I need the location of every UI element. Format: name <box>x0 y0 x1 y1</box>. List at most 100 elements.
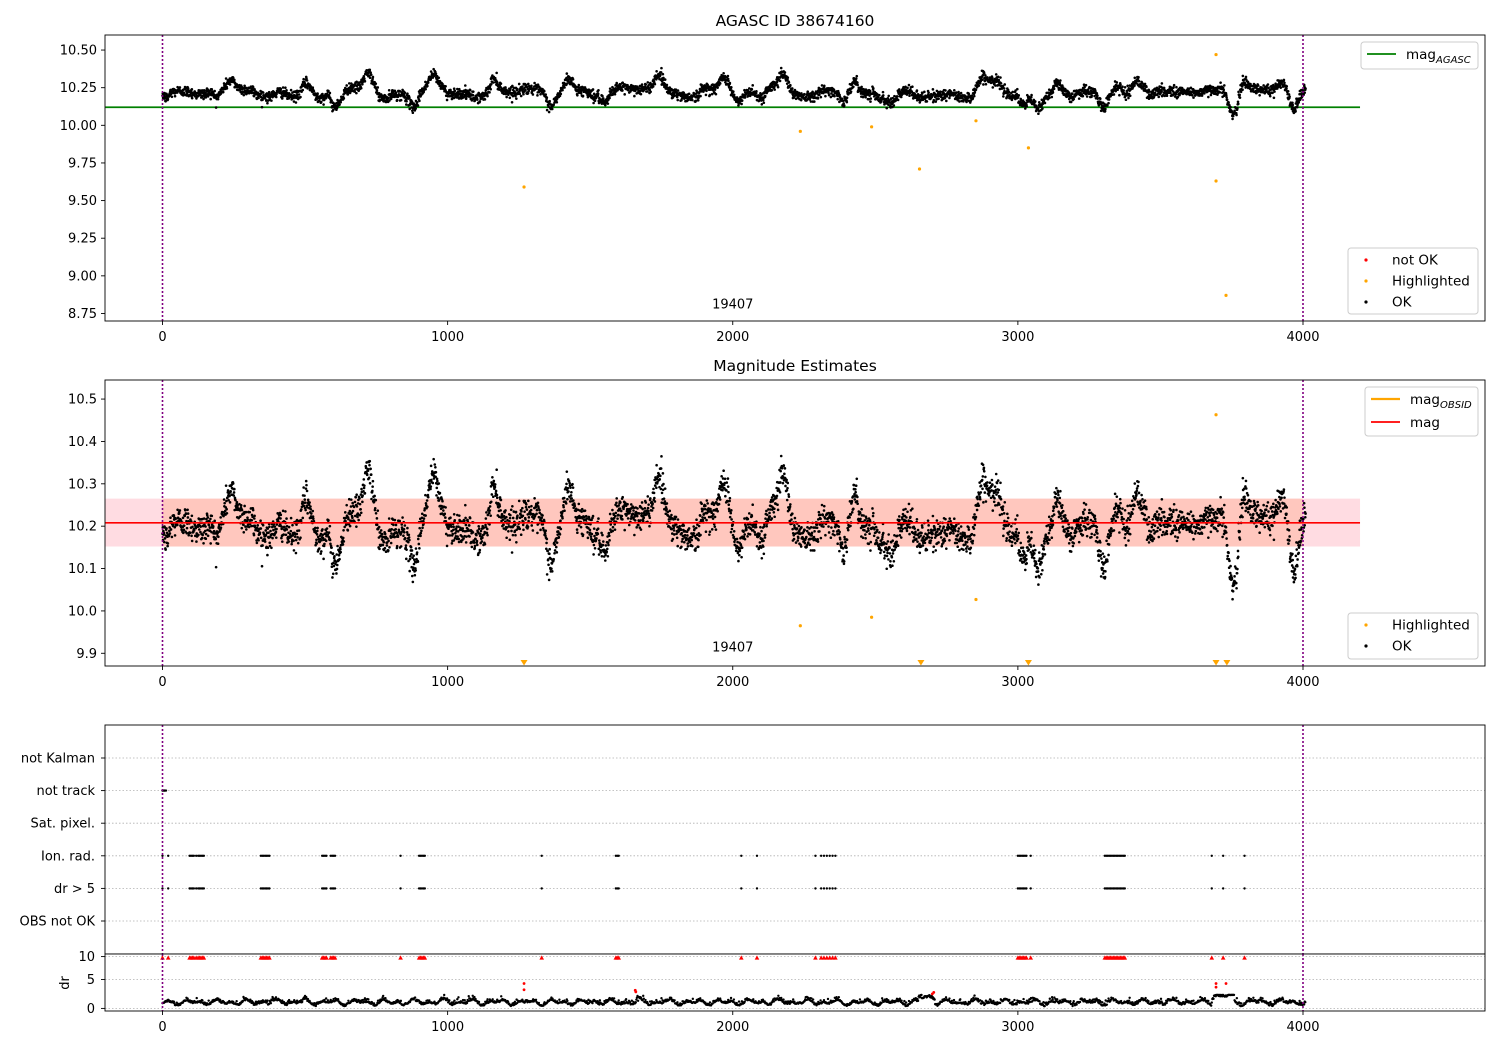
agasc-xtick-label: 0 <box>158 330 166 345</box>
ok-point <box>806 90 810 93</box>
ok-point <box>253 517 256 520</box>
ok-point <box>461 93 465 96</box>
ok-point <box>414 569 417 572</box>
ok-point <box>182 531 185 535</box>
ok-point <box>1237 90 1240 94</box>
ok-point <box>284 86 287 90</box>
ok-point <box>471 90 475 93</box>
ok-point <box>740 102 743 106</box>
ok-point <box>559 92 563 96</box>
ok-point <box>174 517 177 521</box>
ok-point <box>225 87 229 90</box>
ok-point <box>1174 92 1178 96</box>
ok-point <box>864 95 867 99</box>
ok-point <box>999 76 1002 79</box>
ok-point <box>512 86 516 90</box>
ok-point <box>361 494 364 497</box>
ok-point <box>886 97 890 100</box>
ok-point <box>1098 97 1102 101</box>
ok-point <box>827 93 831 97</box>
ok-point <box>414 107 417 110</box>
ok-point <box>547 110 551 114</box>
ok-point <box>305 77 308 80</box>
ok-point <box>186 516 190 519</box>
ok-points <box>161 66 1307 121</box>
ok-point <box>228 501 232 504</box>
ok-point <box>1081 94 1085 98</box>
ok-point <box>779 66 783 70</box>
ok-point <box>374 498 378 502</box>
ok-point <box>613 92 617 96</box>
ok-point <box>287 91 291 95</box>
ok-point <box>371 75 375 79</box>
ok-point <box>1107 101 1110 105</box>
ok-point <box>1283 81 1286 85</box>
ok-point <box>1218 91 1222 94</box>
ok-point <box>1137 75 1140 79</box>
ok-point <box>387 88 391 92</box>
ok-point <box>255 541 259 545</box>
ok-point <box>316 526 319 530</box>
ok-point <box>911 85 914 89</box>
ok-point <box>1287 93 1291 96</box>
ok-point <box>270 546 273 550</box>
ok-point <box>606 102 610 105</box>
ok-point <box>268 525 271 529</box>
ok-point <box>282 533 285 536</box>
ok-point <box>518 92 522 96</box>
ok-point <box>699 94 702 98</box>
ok-point <box>696 98 700 102</box>
ok-point <box>412 562 416 566</box>
ok-point <box>387 517 391 520</box>
ok-point <box>162 540 166 544</box>
ok-point <box>253 514 256 518</box>
ok-point <box>411 111 415 115</box>
ok-point <box>791 87 794 90</box>
ok-point <box>166 542 170 545</box>
ok-point <box>754 91 758 95</box>
ok-point <box>371 479 375 483</box>
ok-point <box>891 96 895 100</box>
ok-point <box>258 531 262 534</box>
ok-point <box>264 529 268 532</box>
ok-point <box>649 90 652 94</box>
ok-point <box>170 535 174 539</box>
ok-point <box>312 89 316 93</box>
ok-point <box>186 87 190 90</box>
chart-title: AGASC ID 38674160 <box>716 12 875 30</box>
ok-point <box>581 94 585 98</box>
ok-point <box>1069 100 1073 104</box>
ok-point <box>493 76 497 80</box>
ok-point <box>309 505 312 508</box>
ok-point <box>908 92 912 95</box>
ok-point <box>327 93 331 97</box>
ok-point <box>676 89 680 92</box>
ok-point <box>292 100 296 103</box>
ok-point <box>838 93 841 97</box>
ok-point <box>338 103 341 106</box>
ok-point <box>169 528 173 531</box>
ok-point <box>345 84 348 87</box>
ok-point <box>375 88 379 92</box>
ok-point <box>266 99 270 102</box>
ok-point <box>321 92 324 96</box>
ok-point <box>336 544 339 548</box>
ok-point <box>659 73 662 77</box>
ok-point <box>1077 97 1081 100</box>
ok-point <box>223 501 226 505</box>
ok-point <box>299 518 303 522</box>
ok-point <box>203 529 207 533</box>
ok-point <box>284 533 288 537</box>
ok-point <box>1122 89 1125 92</box>
ok-point <box>376 86 380 89</box>
ok-point <box>881 94 885 97</box>
ok-point <box>997 78 1001 82</box>
ok-point <box>1157 95 1161 99</box>
ok-point <box>530 84 533 88</box>
ok-point <box>402 534 405 538</box>
ok-point <box>303 494 306 497</box>
ok-point <box>819 95 823 99</box>
ok-point <box>943 96 947 100</box>
ok-point <box>366 71 370 75</box>
ok-point <box>351 516 354 520</box>
